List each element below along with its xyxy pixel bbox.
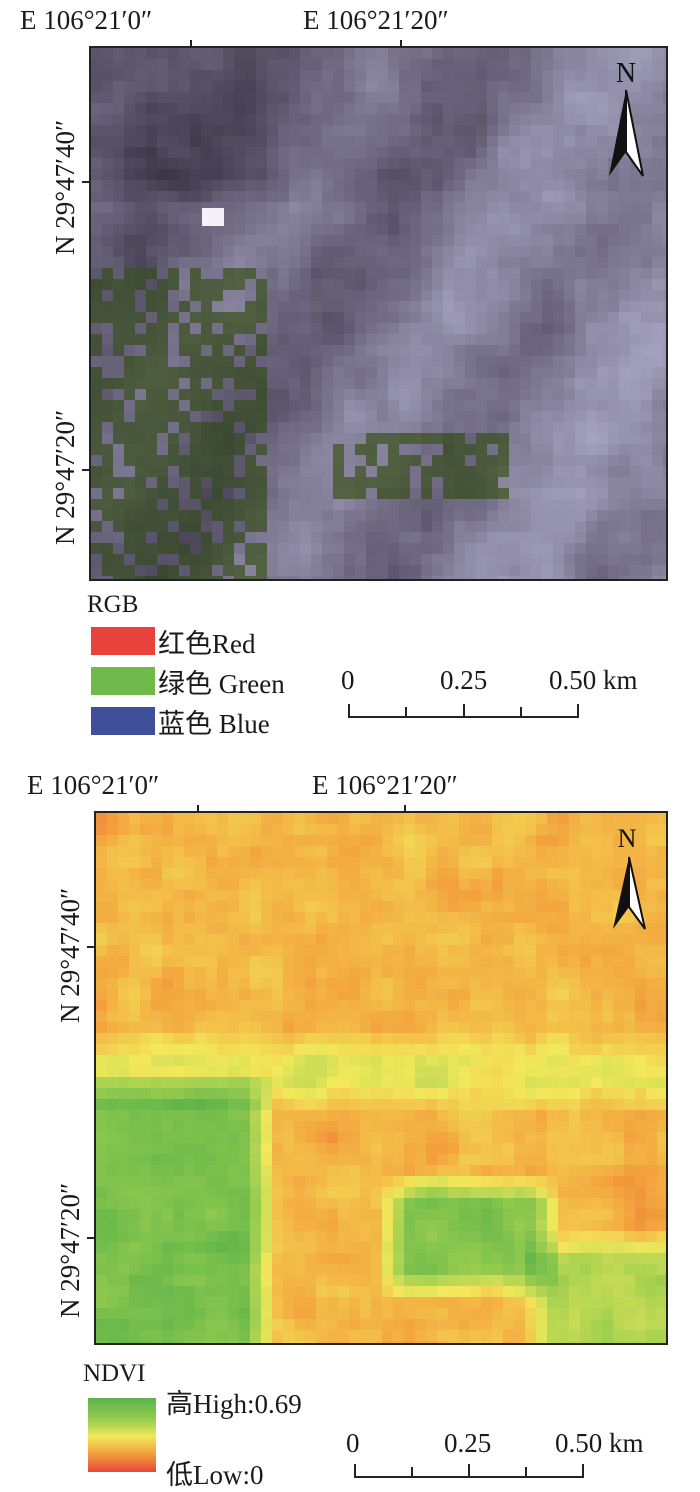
tick (87, 1237, 95, 1239)
ndvi-legend-title: NDVI (83, 1360, 146, 1388)
scale-label-025: 0.25 (440, 665, 487, 696)
panel1-lon-label-2: E 106°21′20″ (303, 5, 449, 36)
tick (190, 40, 192, 47)
legend-label-red: 红色Red (158, 622, 256, 661)
scale-label-0: 0 (346, 1428, 360, 1459)
rgb-legend-title: RGB (87, 591, 138, 619)
panel2-lat-label-2: N 29°47′20″ (55, 1183, 86, 1318)
north-arrow-icon: N (596, 52, 656, 182)
panel2-lat-label-1: N 29°47′40″ (55, 888, 86, 1023)
north-arrow-icon: N (599, 821, 659, 936)
legend-swatch-green (91, 667, 155, 695)
tick (87, 946, 95, 948)
ndvi-raster (96, 813, 666, 1343)
panel2-lon-label-1: E 106°21′0″ (27, 770, 159, 801)
rgb-raster (91, 48, 666, 579)
north-letter: N (618, 824, 637, 853)
scale-label-050: 0.50 km (555, 1428, 644, 1459)
tick (404, 805, 406, 812)
panel2-lon-label-2: E 106°21′20″ (312, 770, 458, 801)
rgb-satellite-image[interactable]: N (89, 46, 668, 581)
legend-label-green: 绿色 Green (158, 662, 285, 701)
scale-label-0: 0 (341, 665, 355, 696)
panel1-lon-label-1: E 106°21′0″ (20, 5, 152, 36)
tick (82, 469, 90, 471)
tick (197, 805, 199, 812)
ndvi-map[interactable]: N (94, 811, 668, 1345)
tick (400, 40, 402, 47)
north-letter: N (616, 58, 636, 89)
scale-label-025: 0.25 (444, 1428, 491, 1459)
legend-swatch-red (91, 627, 155, 655)
ndvi-high-label: 高High:0.69 (166, 1382, 302, 1421)
tick (82, 181, 90, 183)
scale-label-050: 0.50 km (549, 665, 638, 696)
panel1-lat-label-1: N 29°47′40″ (50, 120, 81, 255)
legend-label-blue: 蓝色 Blue (158, 702, 270, 741)
ndvi-low-label: 低Low:0 (166, 1453, 264, 1492)
ndvi-color-ramp (88, 1398, 156, 1472)
legend-swatch-blue (91, 707, 155, 735)
panel1-lat-label-2: N 29°47′20″ (50, 410, 81, 545)
